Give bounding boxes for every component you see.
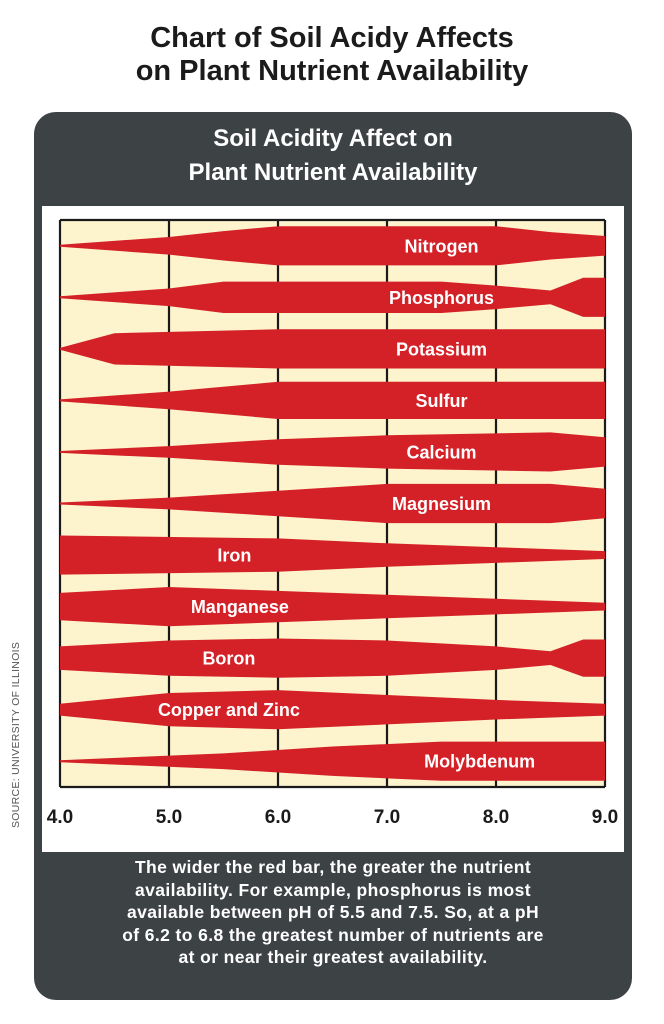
page-title-line-1: Chart of Soil Acidy Affects [150,22,514,54]
bar-label-boron: Boron [202,649,255,669]
bar-label-potassium: Potassium [396,339,487,359]
caption-line-5: at or near their greatest availability. [178,947,488,967]
bar-copper-and-zinc [60,690,605,730]
caption-line-3: available between pH of 5.5 and 7.5. So,… [126,902,540,922]
source-note: SOURCE: UNIVERSITY OF ILLINOIS [10,641,22,828]
bar-manganese [60,587,605,627]
chart-title-line-1: Soil Acidity Affect on [213,125,453,152]
x-tick-label-2: 6.0 [265,807,291,828]
bar-label-phosphorus: Phosphorus [389,288,494,308]
caption-line-2: availability. For example, phosphorus is… [135,879,531,900]
bar-label-calcium: Calcium [406,442,476,462]
x-tick-label-3: 7.0 [374,807,400,828]
bar-boron [60,638,605,678]
caption: The wider the red bar, the greater the n… [46,856,620,969]
bar-label-molybdenum: Molybdenum [424,752,535,772]
nutrient-availability-chart: Nitrogen Phosphorus Potassium Sulfur Calcium… [47,218,618,828]
chart-title-line-2: Plant Nutrient Availability [188,159,478,186]
bar-sulfur [60,381,605,419]
bar-label-copper-and-zinc: Copper and Zinc [158,700,300,720]
x-tick-label-0: 4.0 [47,807,73,828]
x-tick-label-4: 8.0 [483,807,509,828]
bar-potassium [60,329,605,369]
bar-label-magnesium: Magnesium [392,494,491,514]
bar-calcium [60,432,605,472]
bar-nitrogen [60,226,605,266]
bar-molybdenum [60,741,605,781]
x-tick-label-1: 5.0 [156,807,182,828]
bar-label-manganese: Manganese [191,597,289,617]
bar-label-nitrogen: Nitrogen [405,236,479,256]
chart-title: Soil Acidity Affect on Plant Nutrient Av… [34,122,632,190]
bar-label-sulfur: Sulfur [416,391,468,411]
page-title-line-2: on Plant Nutrient Availability [135,55,529,87]
bar-iron [60,535,605,575]
caption-line-4: of 6.2 to 6.8 the greatest number of nut… [122,924,544,945]
chart-panel: Nitrogen Phosphorus Potassium Sulfur Calcium… [42,206,624,852]
bar-label-iron: Iron [217,546,251,566]
bar-phosphorus [60,277,605,317]
x-tick-label-5: 9.0 [592,807,618,828]
bar-magnesium [60,483,605,524]
caption-line-1: The wider the red bar, the greater the n… [134,857,532,877]
page-title: Chart of Soil Acidy Affects on Plant Nut… [0,22,664,88]
